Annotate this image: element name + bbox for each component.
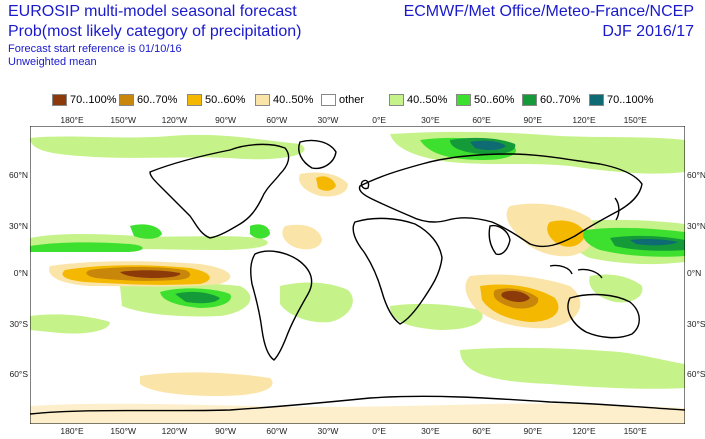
below-normal-70-100: [120, 270, 530, 303]
legend-swatch: [52, 94, 67, 106]
above-normal-70-100: [470, 140, 678, 246]
map-canvas: [30, 126, 685, 424]
legend-label: 60..70%: [137, 94, 178, 106]
x-tick-label-bottom: 120°W: [162, 426, 188, 436]
title-main: EUROSIP multi-model seasonal forecast: [8, 3, 297, 20]
x-tick-label-top: 120°W: [162, 115, 188, 125]
legend-swatch: [321, 94, 336, 106]
y-axis-left: 60°N 30°N 0°N 30°S 60°S: [9, 170, 28, 379]
legend-label: 50..60%: [474, 94, 515, 106]
y-tick-label-right: 0°N: [687, 268, 701, 278]
y-axis-right: 60°N 30°N 0°N 30°S 60°S: [687, 170, 705, 379]
x-axis-top: 180°E 150°W 120°W 90°W 60°W 30°W 0°E 30°E 60°E 90…: [60, 115, 647, 125]
legend-swatch: [187, 94, 202, 106]
y-tick-label-right: 30°N: [687, 221, 705, 231]
x-tick-label-top: 30°E: [421, 115, 440, 125]
forecast-map: [30, 126, 685, 424]
x-axis-bottom: 180°E 150°W 120°W 90°W 60°W 30°W 0°E 30°E 60°E 90…: [60, 426, 647, 436]
legend-label: 60..70%: [540, 94, 581, 106]
season-label: DJF 2016/17: [602, 23, 694, 40]
y-tick-label-left: 30°N: [9, 221, 28, 231]
x-tick-label-top: 150°E: [624, 115, 648, 125]
x-tick-label-bottom: 150°W: [110, 426, 136, 436]
x-tick-label-bottom: 120°E: [572, 426, 596, 436]
legend-swatch: [389, 94, 404, 106]
x-tick-label-top: 120°E: [572, 115, 596, 125]
probability-field: [30, 131, 685, 424]
x-tick-label-top: 90°W: [215, 115, 236, 125]
y-tick-label-right: 60°S: [687, 369, 705, 379]
legend-label: 40..50%: [407, 94, 448, 106]
legend-label: other: [339, 94, 365, 106]
legend-swatch: [589, 94, 604, 106]
mean-type-label: Unweighted mean: [8, 56, 97, 68]
x-tick-label-top: 180°E: [60, 115, 84, 125]
x-tick-label-top: 30°W: [318, 115, 339, 125]
y-tick-label-left: 60°S: [9, 369, 28, 379]
x-tick-label-top: 150°W: [110, 115, 136, 125]
legend-label: 70..100%: [607, 94, 654, 106]
x-tick-label-bottom: 150°E: [624, 426, 648, 436]
legend-swatch: [456, 94, 471, 106]
title-variable: Prob(most likely category of precipitati…: [8, 23, 302, 40]
x-tick-label-bottom: 90°E: [524, 426, 543, 436]
legend-swatch: [119, 94, 134, 106]
x-tick-label-top: 60°E: [472, 115, 491, 125]
y-tick-label-right: 30°S: [687, 319, 705, 329]
y-tick-label-left: 0°N: [14, 268, 28, 278]
x-tick-label-bottom: 180°E: [60, 426, 84, 436]
x-tick-label-top: 0°E: [372, 115, 386, 125]
y-tick-label-left: 60°N: [9, 170, 28, 180]
legend-label: 70..100%: [70, 94, 117, 106]
legend-label: 40..50%: [273, 94, 314, 106]
legend-swatch: [522, 94, 537, 106]
legend-swatch: [255, 94, 270, 106]
forecast-start-reference: Forecast start reference is 01/10/16: [8, 43, 182, 55]
x-tick-label-bottom: 30°W: [318, 426, 339, 436]
x-tick-label-top: 60°W: [266, 115, 287, 125]
x-tick-label-bottom: 30°E: [421, 426, 440, 436]
x-tick-label-bottom: 60°E: [472, 426, 491, 436]
coastlines: [30, 139, 685, 415]
y-tick-label-right: 60°N: [687, 170, 705, 180]
models-label: ECMWF/Met Office/Meteo-France/NCEP: [403, 3, 694, 20]
y-tick-label-left: 30°S: [9, 319, 28, 329]
x-tick-label-top: 90°E: [524, 115, 543, 125]
x-tick-label-bottom: 60°W: [266, 426, 287, 436]
x-tick-label-bottom: 0°E: [372, 426, 386, 436]
x-tick-label-bottom: 90°W: [215, 426, 236, 436]
legend-label: 50..60%: [205, 94, 246, 106]
